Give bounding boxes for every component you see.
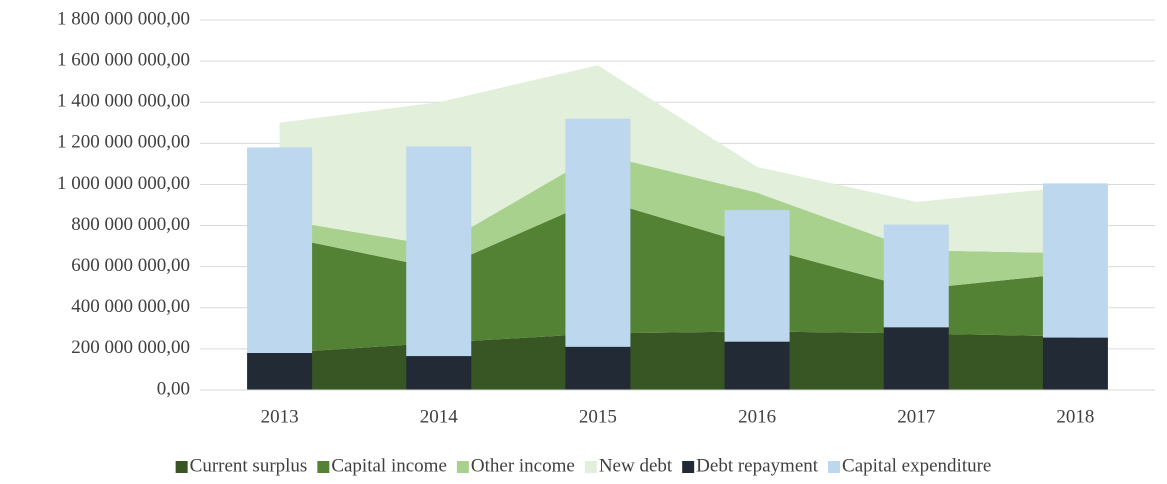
bar [724, 210, 790, 342]
legend-swatch [828, 461, 841, 473]
area [279, 198, 1076, 353]
legend-label: Current surplus [190, 455, 308, 476]
legend-swatch [584, 461, 597, 473]
legend-swatch [682, 461, 695, 473]
bar [565, 118, 631, 347]
legend-label: New debt [599, 455, 673, 476]
y-tick-label: 400 000 000,00 [71, 296, 190, 317]
area [279, 65, 1076, 254]
y-tick-label: 1 800 000 000,00 [57, 8, 190, 29]
x-tick-label: 2015 [579, 406, 617, 427]
bar [406, 356, 472, 390]
bar [1042, 183, 1108, 338]
legend-swatch [175, 461, 188, 473]
bar [247, 147, 313, 353]
bar [724, 341, 790, 390]
area [279, 153, 1076, 290]
x-tick-label: 2018 [1056, 406, 1094, 427]
x-tick-label: 2013 [261, 406, 299, 427]
legend-label: Capital expenditure [842, 455, 991, 476]
legend-label: Other income [471, 455, 575, 476]
legend-swatch [456, 461, 469, 473]
bar [247, 353, 313, 390]
x-tick-label: 2014 [420, 406, 459, 427]
bar [883, 224, 949, 328]
y-tick-label: 200 000 000,00 [71, 337, 190, 358]
y-tick-label: 1 400 000 000,00 [57, 91, 190, 112]
legend-label: Debt repayment [696, 455, 819, 476]
legend-swatch [317, 461, 330, 473]
bar [883, 327, 949, 390]
y-tick-label: 800 000 000,00 [71, 214, 190, 235]
x-tick-label: 2016 [738, 406, 776, 427]
y-tick-label: 0,00 [157, 378, 190, 399]
y-tick-label: 1 000 000 000,00 [57, 173, 190, 194]
x-tick-label: 2017 [897, 406, 935, 427]
bar [1042, 337, 1108, 390]
legend-label: Capital income [331, 455, 447, 476]
y-tick-label: 1 600 000 000,00 [57, 49, 190, 70]
legend: Current surplus Capital income Other incom… [175, 455, 991, 476]
y-tick-label: 600 000 000,00 [71, 255, 190, 276]
area [279, 331, 1076, 390]
y-tick-label: 1 200 000 000,00 [57, 132, 190, 153]
bar [565, 346, 631, 390]
bar [406, 146, 472, 357]
